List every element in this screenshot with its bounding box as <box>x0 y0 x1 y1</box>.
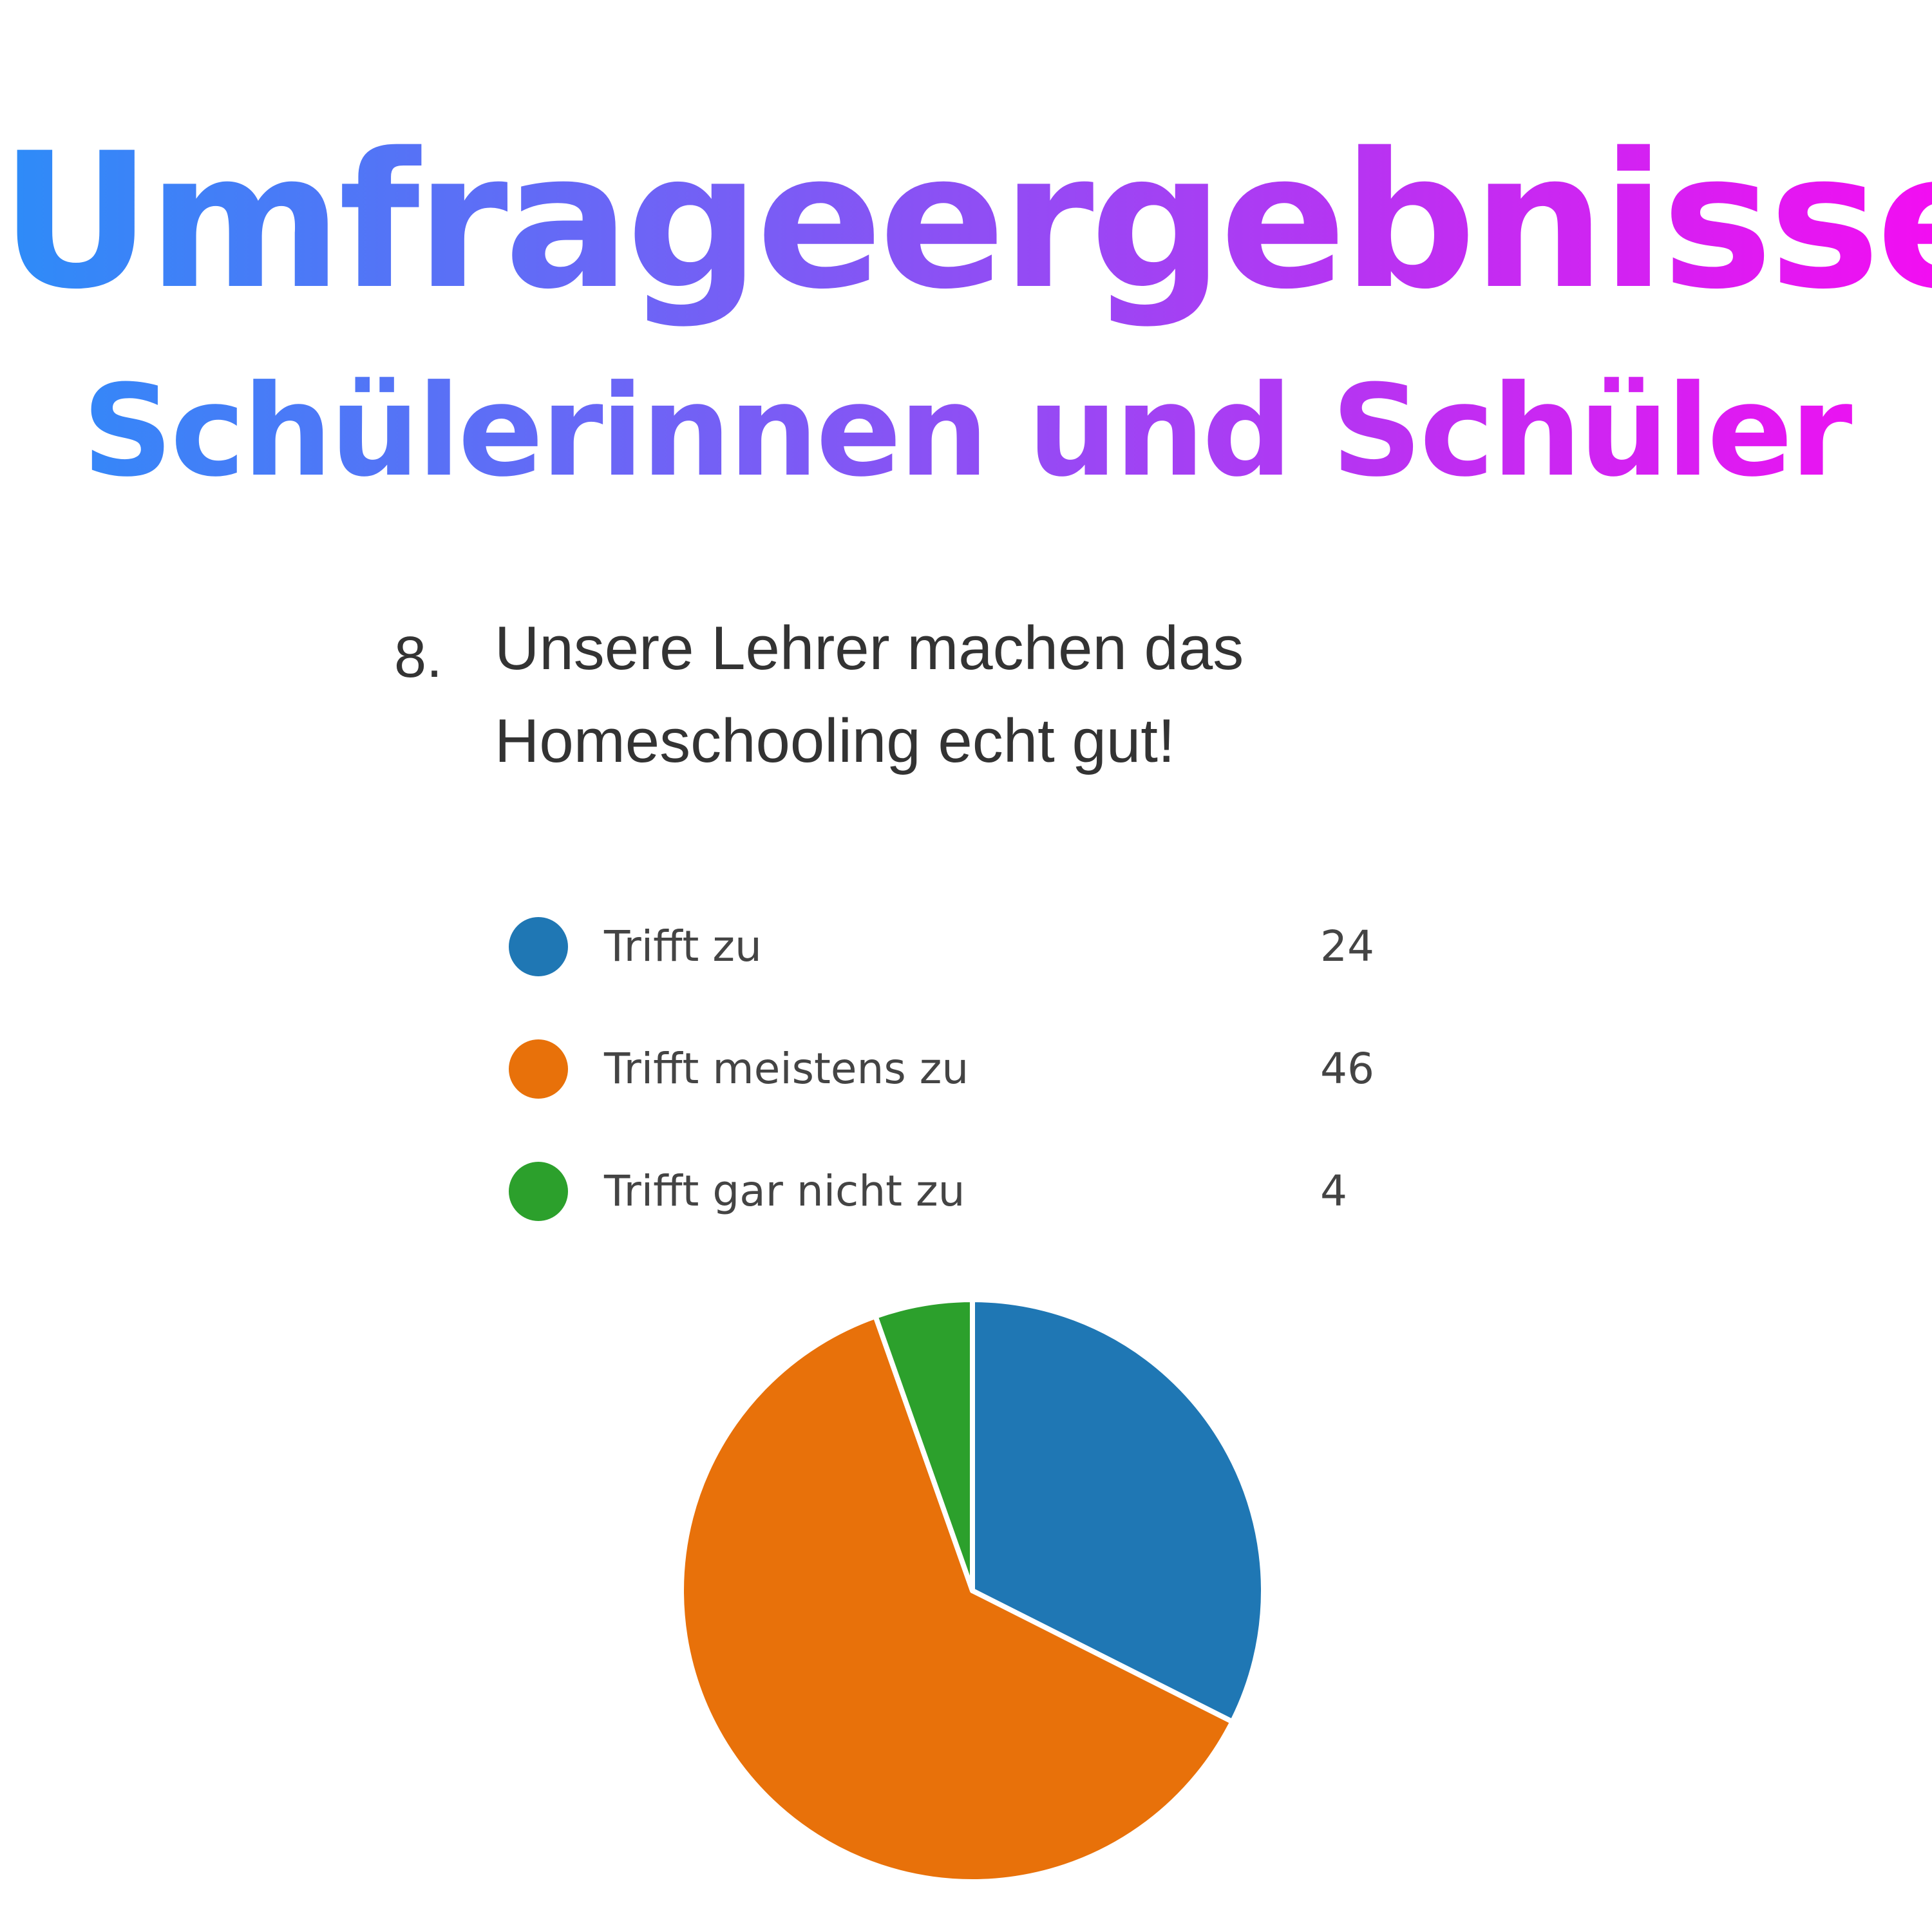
question-text-line-2: Homeschooling echt gut! <box>495 706 1175 775</box>
pie-slice-trifft-meistens-zu <box>679 1313 1235 1884</box>
question-text-line-1: Unsere Lehrer machen das <box>495 614 1244 683</box>
pie-slice-trifft-zu <box>970 1297 1266 1725</box>
legend-label-trifft-meistens-zu: Trifft meistens zu <box>604 1044 969 1094</box>
legend-swatch-trifft-zu <box>509 917 568 976</box>
page-title: Umfrageergebnisse <box>0 113 1932 330</box>
legend-label-trifft-zu: Trifft zu <box>604 922 762 971</box>
page-subtitle: Schülerinnen und Schüler <box>0 357 1932 506</box>
question-number: 8. <box>394 625 443 690</box>
legend-label-trifft-gar-nicht-zu: Trifft gar nicht zu <box>604 1166 965 1216</box>
legend-item-trifft-gar-nicht-zu: Trifft gar nicht zu 4 <box>509 1159 1410 1224</box>
legend-swatch-trifft-gar-nicht-zu <box>509 1162 568 1221</box>
legend-item-trifft-zu: Trifft zu 24 <box>509 914 1410 979</box>
pie-slice-trifft-gar-nicht-zu <box>873 1297 975 1593</box>
question-text: Unsere Lehrer machen das Homeschooling e… <box>495 602 1461 788</box>
pie-chart <box>679 1297 1266 1884</box>
legend-count-trifft-zu: 24 <box>1320 922 1374 971</box>
legend-count-trifft-gar-nicht-zu: 4 <box>1320 1166 1347 1216</box>
legend-count-trifft-meistens-zu: 46 <box>1320 1044 1374 1094</box>
legend-item-trifft-meistens-zu: Trifft meistens zu 46 <box>509 1037 1410 1101</box>
legend-swatch-trifft-meistens-zu <box>509 1039 568 1099</box>
